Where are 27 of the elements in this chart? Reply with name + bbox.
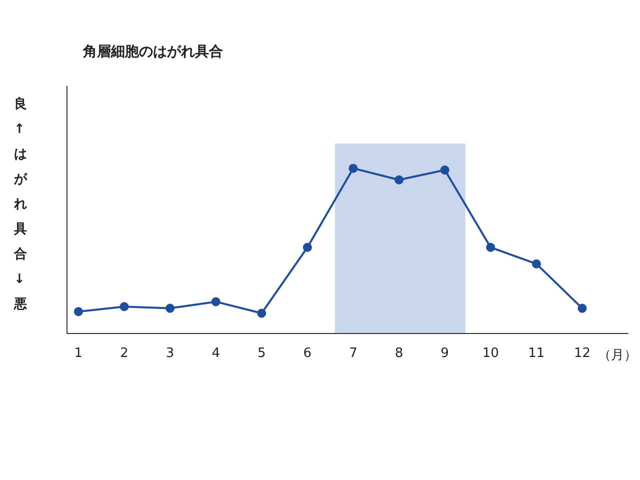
x-tick-label: 2 — [120, 346, 128, 361]
point — [532, 259, 541, 268]
point — [166, 304, 175, 313]
x-tick-label: 9 — [440, 346, 449, 361]
x-tick-label: 11 — [528, 346, 545, 361]
point — [257, 308, 266, 318]
x-tick-label: 3 — [166, 346, 174, 361]
chart-title: 角層細胞のはがれ具合 — [82, 44, 223, 60]
x-axis-title: （月） — [598, 348, 637, 363]
point — [486, 242, 496, 252]
x-tick-label: 5 — [257, 346, 266, 361]
x-tick-label: 6 — [303, 346, 312, 361]
point — [348, 164, 358, 173]
x-tick-label: 7 — [349, 346, 358, 361]
x-tick-label: 10 — [482, 346, 499, 361]
point — [211, 297, 220, 306]
text: 良↑はがれ具合↓悪 — [14, 97, 27, 312]
point — [578, 304, 587, 313]
point — [440, 165, 450, 174]
point — [302, 242, 312, 252]
point — [74, 307, 83, 316]
point — [120, 302, 129, 312]
x-tick-label: 4 — [212, 346, 220, 361]
x-tick-label: 8 — [394, 346, 404, 361]
point — [394, 175, 404, 184]
x-tick-label: 1 — [74, 346, 83, 361]
x-tick-label: 12 — [574, 346, 590, 361]
